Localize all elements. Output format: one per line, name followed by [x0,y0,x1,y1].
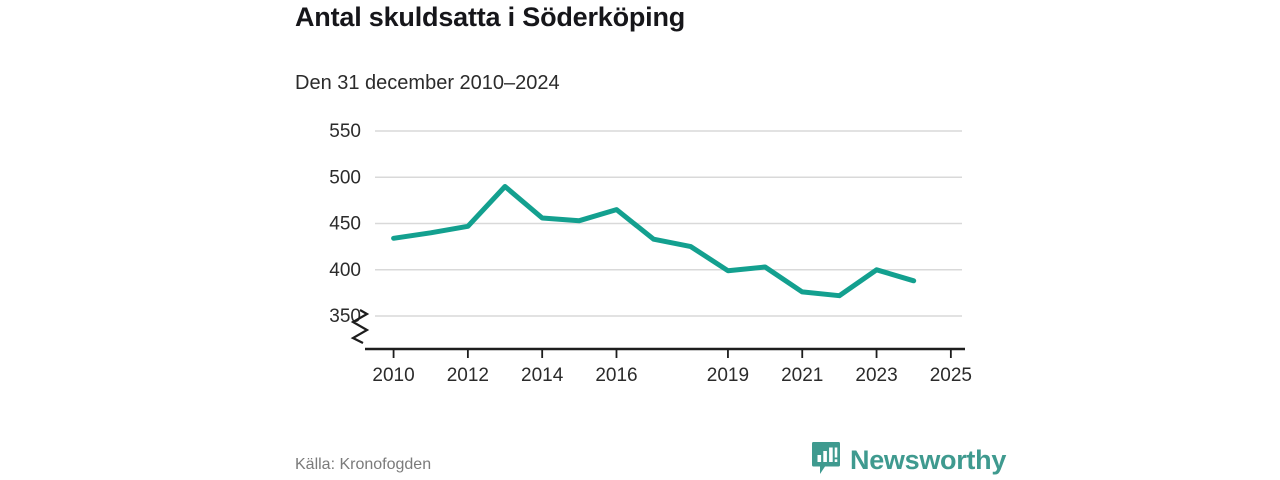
x-axis [365,347,965,358]
chart-container: Antal skuldsatta i Söderköping Den 31 de… [295,0,1006,480]
bar-chart-speech-bubble-icon [811,441,841,480]
x-axis-tick-label: 2025 [930,365,972,386]
x-axis-tick-label: 2023 [855,365,897,386]
y-axis-tick-label: 400 [329,260,361,281]
plot-area: 350 400 450 500 550 2010 2012 2014 2016 2019 2021… [295,112,995,402]
x-axis-tick-labels: 2010 2012 2014 2016 2019 2021 2023 2025 [372,365,972,386]
chart-subtitle: Den 31 december 2010–2024 [295,72,560,94]
brand-wordmark: Newsworthy [850,445,1007,475]
page-title: Antal skuldsatta i Söderköping [295,2,686,32]
x-axis-tick-label: 2010 [372,365,414,386]
y-axis-tick-label: 550 [329,121,361,142]
x-axis-tick-label: 2019 [707,365,749,386]
x-axis-tick-label: 2021 [781,365,823,386]
y-axis-tick-label: 450 [329,214,361,235]
x-axis-tick-label: 2014 [521,365,564,386]
source-note: Källa: Kronofogden [295,456,432,473]
x-axis-tick-label: 2016 [595,365,637,386]
gridline-group [375,130,962,317]
axis-break-icon [350,309,370,344]
y-axis-tick-label: 500 [329,167,361,188]
data-series-line [391,184,917,299]
x-axis-tick-label: 2012 [447,365,489,386]
newsworthy-logo[interactable]: Newsworthy [811,441,1006,480]
